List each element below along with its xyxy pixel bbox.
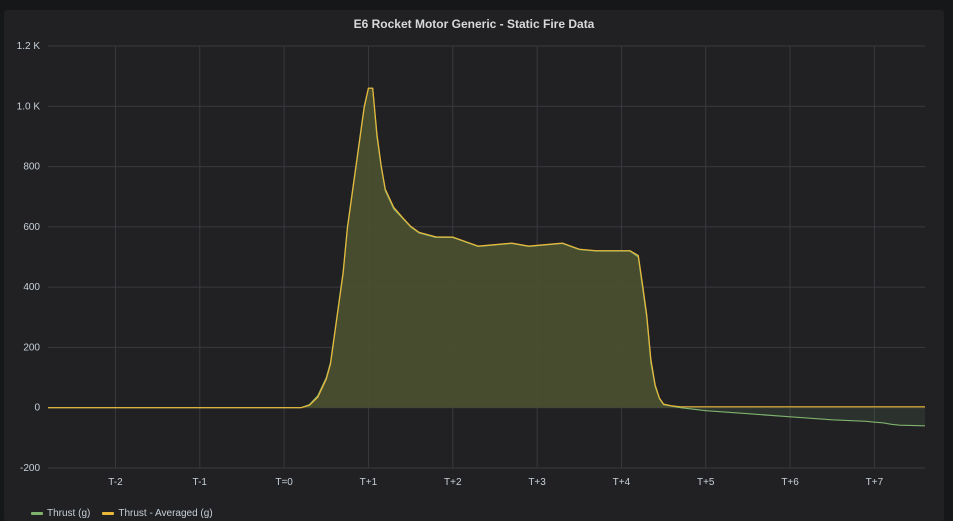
legend-item-thrust-averaged[interactable]: Thrust - Averaged (g): [102, 508, 213, 519]
x-tick-label: T+3: [528, 477, 546, 488]
y-tick-label: 400: [23, 282, 40, 293]
x-tick-label: T=0: [275, 477, 293, 488]
x-tick-label: T+1: [360, 477, 378, 488]
x-tick-label: T-2: [108, 477, 123, 488]
chart-plot-area[interactable]: 1.2 K 1.0 K 800 600 400 200 0 -200 T-2 T-1 T=0 T+1…: [4, 10, 944, 500]
x-axis-labels: T-2 T-1 T=0 T+1 T+2 T+3 T+4 T+5 T+6 T+7: [108, 477, 883, 488]
x-tick-label: T+7: [866, 477, 884, 488]
x-tick-label: T+4: [613, 477, 631, 488]
y-tick-label: -200: [20, 463, 40, 474]
series-fill: [48, 88, 925, 408]
series-line-thrust-averaged[interactable]: [48, 87, 925, 409]
chart-title[interactable]: E6 Rocket Motor Generic - Static Fire Da…: [353, 17, 595, 31]
series-fill: [48, 88, 925, 426]
x-tick-label: T+6: [781, 477, 799, 488]
x-tick-label: T+2: [444, 477, 462, 488]
y-tick-label: 0: [34, 403, 40, 414]
y-tick-label: 800: [23, 162, 40, 173]
y-axis-labels: 1.2 K 1.0 K 800 600 400 200 0 -200: [17, 41, 41, 474]
legend-swatch-thrust-averaged: [102, 512, 115, 515]
y-tick-label: 600: [23, 222, 40, 233]
chart-panel: E6 Rocket Motor Generic - Static Fire Da…: [4, 10, 944, 521]
chart-legend: Thrust (g) Thrust - Averaged (g): [31, 508, 213, 519]
y-tick-label: 1.0 K: [17, 101, 41, 112]
legend-item-thrust[interactable]: Thrust (g): [31, 508, 90, 519]
series-fills: [48, 88, 925, 426]
y-tick-label: 200: [23, 342, 40, 353]
x-tick-label: T+5: [697, 477, 715, 488]
legend-label-thrust-averaged: Thrust - Averaged (g): [118, 508, 213, 519]
y-tick-label: 1.2 K: [17, 41, 41, 52]
series-lines: [48, 87, 926, 427]
legend-swatch-thrust: [31, 512, 43, 515]
legend-label-thrust: Thrust (g): [47, 508, 91, 519]
x-tick-label: T-1: [193, 477, 208, 488]
